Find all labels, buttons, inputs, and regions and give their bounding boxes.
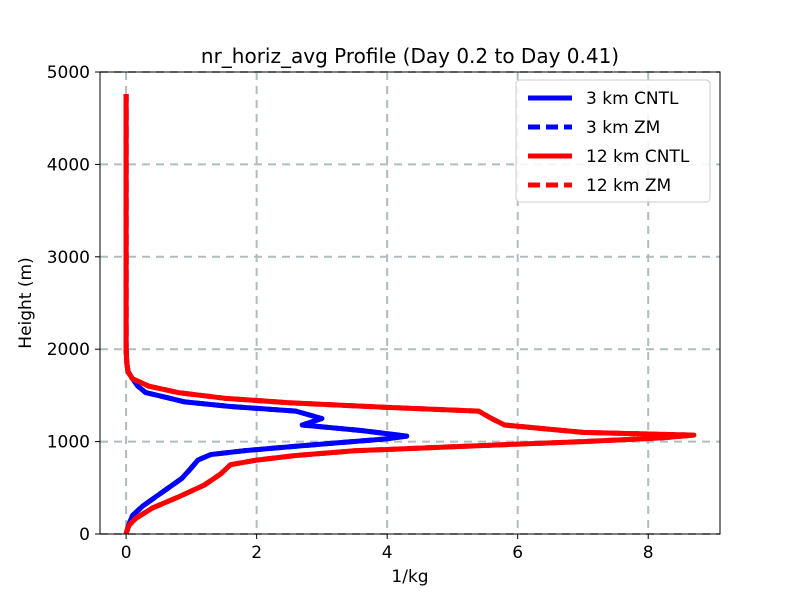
legend: 3 km CNTL 3 km ZM 12 km CNTL 12 km ZM bbox=[515, 79, 711, 203]
legend-label: 3 km ZM bbox=[586, 118, 660, 138]
y-tick-label: 1000 bbox=[47, 433, 90, 453]
y-tick-label: 2000 bbox=[47, 340, 90, 360]
x-tick-label: 8 bbox=[643, 543, 654, 563]
axis-ticks: 0 2 4 6 8 0 1000 2000 3000 4000 5000 bbox=[47, 63, 654, 563]
x-tick-label: 6 bbox=[512, 543, 523, 563]
legend-label: 3 km CNTL bbox=[586, 89, 679, 109]
y-tick-label: 4000 bbox=[47, 155, 90, 175]
x-tick-label: 2 bbox=[251, 543, 262, 563]
y-tick-label: 0 bbox=[79, 525, 90, 545]
legend-label: 12 km ZM bbox=[586, 176, 671, 196]
y-tick-label: 5000 bbox=[47, 63, 90, 83]
series-line bbox=[123, 94, 697, 535]
y-tick-label: 3000 bbox=[47, 248, 90, 268]
y-axis-label: Height (m) bbox=[16, 257, 36, 348]
x-tick-label: 0 bbox=[121, 543, 132, 563]
chart-title: nr_horiz_avg Profile (Day 0.2 to Day 0.4… bbox=[201, 44, 619, 68]
plot-area-frame bbox=[99, 71, 721, 535]
data-series bbox=[123, 94, 697, 535]
x-tick-label: 4 bbox=[382, 543, 393, 563]
legend-box bbox=[515, 79, 711, 203]
x-axis-label: 1/kg bbox=[391, 567, 428, 587]
legend-label: 12 km CNTL bbox=[586, 147, 690, 167]
